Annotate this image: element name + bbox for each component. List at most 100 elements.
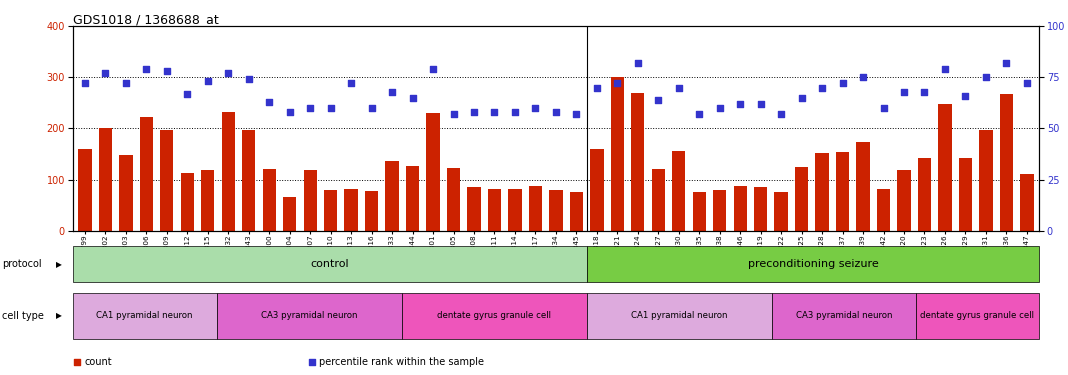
Bar — [1020, 174, 1034, 231]
Text: CA1 pyramidal neuron: CA1 pyramidal neuron — [631, 311, 727, 320]
Point — [424, 66, 441, 72]
Point — [138, 66, 155, 72]
Bar — [734, 186, 747, 231]
Bar — [772, 292, 915, 339]
Bar — [303, 170, 317, 231]
Point — [363, 105, 380, 111]
Point — [711, 105, 728, 111]
Point — [794, 95, 811, 101]
Bar — [754, 187, 767, 231]
Bar — [857, 142, 869, 231]
Bar — [201, 170, 215, 231]
Bar — [446, 168, 460, 231]
Bar — [345, 189, 358, 231]
Point — [68, 359, 87, 365]
Point — [323, 105, 340, 111]
Point — [629, 60, 646, 66]
Point — [200, 78, 217, 84]
Bar — [672, 152, 686, 231]
Point — [466, 109, 483, 115]
Point — [343, 81, 360, 87]
Text: CA1 pyramidal neuron: CA1 pyramidal neuron — [96, 311, 193, 320]
Text: dentate gyrus granule cell: dentate gyrus granule cell — [437, 311, 551, 320]
Point — [649, 97, 666, 103]
Bar — [569, 192, 583, 231]
Point — [261, 99, 278, 105]
Point — [609, 81, 626, 87]
Point — [77, 81, 94, 87]
Point — [568, 111, 585, 117]
Bar — [897, 170, 911, 231]
Text: ▶: ▶ — [56, 311, 62, 320]
Bar — [529, 186, 543, 231]
Bar — [283, 197, 296, 231]
Point — [445, 111, 462, 117]
Point — [304, 359, 321, 365]
Bar — [406, 166, 420, 231]
Point — [588, 85, 606, 91]
Point — [301, 105, 318, 111]
Text: CA3 pyramidal neuron: CA3 pyramidal neuron — [796, 311, 892, 320]
Bar — [651, 170, 665, 231]
Bar — [120, 155, 132, 231]
Text: CA3 pyramidal neuron: CA3 pyramidal neuron — [261, 311, 358, 320]
Text: percentile rank within the sample: percentile rank within the sample — [319, 357, 484, 367]
Bar — [939, 104, 952, 231]
Bar — [73, 246, 586, 282]
Point — [506, 109, 523, 115]
Bar — [713, 190, 726, 231]
Bar — [915, 292, 1039, 339]
Bar — [979, 130, 992, 231]
Bar — [586, 292, 772, 339]
Bar — [816, 153, 829, 231]
Point — [220, 70, 237, 76]
Bar — [73, 292, 217, 339]
Bar — [836, 153, 849, 231]
Bar — [631, 93, 644, 231]
Text: protocol: protocol — [2, 259, 42, 269]
Point — [527, 105, 544, 111]
Bar — [611, 77, 624, 231]
Point — [691, 111, 708, 117]
Text: GDS1018 / 1368688_at: GDS1018 / 1368688_at — [73, 13, 218, 26]
Bar — [221, 112, 235, 231]
Point — [158, 68, 175, 74]
Bar — [586, 246, 1039, 282]
Point — [772, 111, 789, 117]
Point — [97, 70, 114, 76]
Point — [854, 74, 871, 80]
Bar — [160, 130, 173, 231]
Text: cell type: cell type — [2, 311, 44, 321]
Point — [671, 85, 688, 91]
Bar — [217, 292, 402, 339]
Bar — [549, 190, 563, 231]
Point — [383, 88, 400, 94]
Bar — [426, 113, 440, 231]
Point — [486, 109, 503, 115]
Bar — [508, 189, 521, 231]
Bar — [591, 149, 603, 231]
Point — [117, 81, 135, 87]
Point — [875, 105, 892, 111]
Bar — [263, 170, 276, 231]
Text: count: count — [84, 357, 112, 367]
Point — [752, 101, 769, 107]
Bar — [795, 167, 808, 231]
Point — [977, 74, 994, 80]
Bar — [774, 192, 788, 231]
Point — [834, 81, 851, 87]
Bar — [365, 191, 378, 231]
Bar — [402, 292, 586, 339]
Point — [240, 76, 257, 82]
Bar — [140, 117, 153, 231]
Point — [937, 66, 954, 72]
Bar — [386, 161, 398, 231]
Point — [916, 88, 933, 94]
Point — [404, 95, 421, 101]
Text: ▶: ▶ — [56, 260, 62, 268]
Bar — [180, 173, 194, 231]
Text: control: control — [311, 259, 349, 269]
Point — [1018, 81, 1035, 87]
Text: dentate gyrus granule cell: dentate gyrus granule cell — [921, 311, 1035, 320]
Bar — [468, 187, 481, 231]
